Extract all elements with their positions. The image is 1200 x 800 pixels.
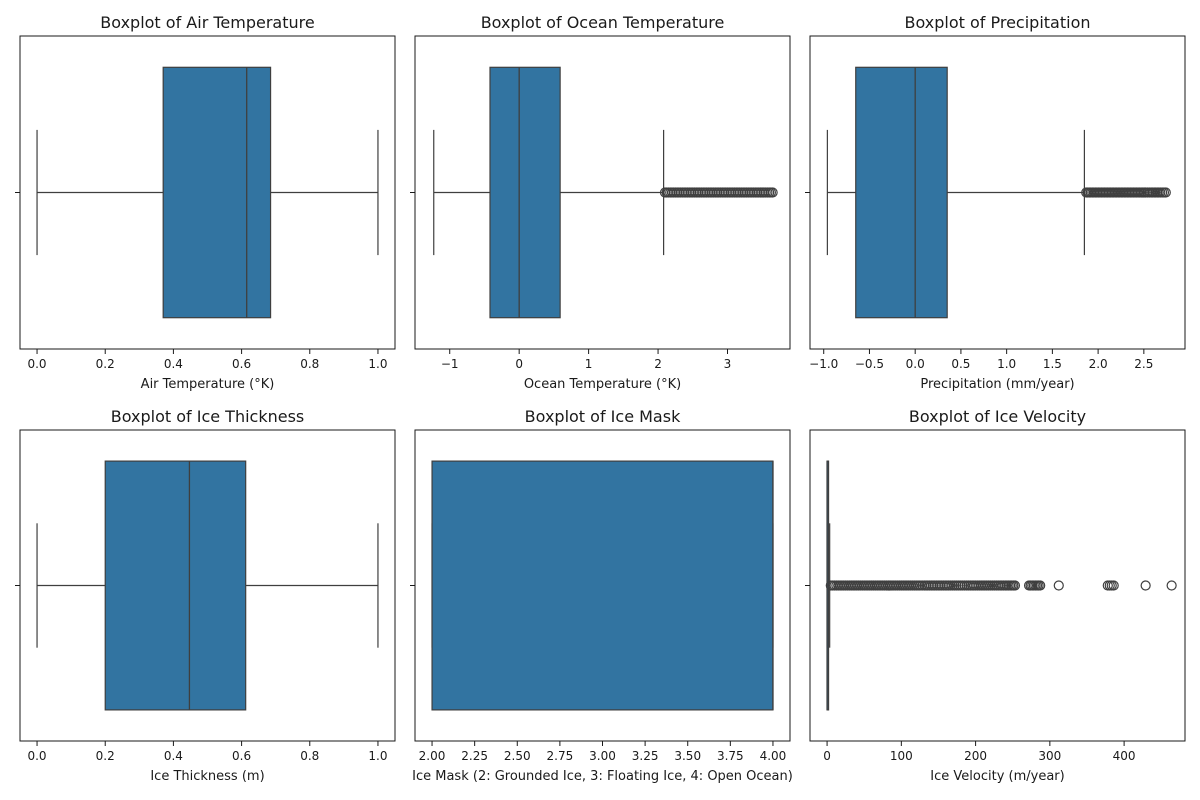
x-tick-label: −1 — [441, 357, 459, 371]
chart-title: Boxplot of Ocean Temperature — [481, 13, 725, 32]
x-tick-label: 0 — [515, 357, 523, 371]
chart-panel-3: Boxplot of Precipitation −1.0 −0.5 0.0 0.5 1.… — [805, 13, 1186, 392]
outlier-point — [767, 187, 778, 198]
x-tick-label: 2.50 — [504, 749, 531, 763]
x-tick-label: 0.6 — [232, 357, 251, 371]
x-tick-label: 2.5 — [1134, 357, 1153, 371]
x-tick-label: 1.0 — [368, 749, 387, 763]
chart-panel-5: Boxplot of Ice Mask 2.00 2.25 2.50 2.75 3.00 3… — [410, 407, 793, 784]
chart-title: Boxplot of Ice Mask — [525, 407, 681, 426]
iqr-box — [431, 460, 774, 711]
x-tick-label: 0.6 — [232, 749, 251, 763]
x-axis-label: Ice Mask (2: Grounded Ice, 3: Floating I… — [412, 769, 793, 784]
x-tick-label: 1.5 — [1043, 357, 1062, 371]
x-tick-label: 1.0 — [997, 357, 1016, 371]
chart-panel-6: Boxplot of Ice Velocity 0 100 200 300 400 Ice … — [805, 407, 1186, 784]
x-axis-label: Ice Velocity (m/year) — [930, 769, 1064, 784]
x-tick-label: 0.8 — [300, 749, 319, 763]
iqr-box — [104, 460, 247, 711]
x-tick-label: 0.5 — [951, 357, 970, 371]
iqr-box — [855, 66, 948, 319]
x-tick-label: 1 — [585, 357, 593, 371]
x-tick-label: 2 — [654, 357, 662, 371]
chart-title: Boxplot of Precipitation — [904, 13, 1090, 32]
x-axis-label: Precipitation (mm/year) — [920, 377, 1074, 392]
x-tick-label: 0 — [823, 749, 831, 763]
x-tick-label: 0.2 — [96, 357, 115, 371]
x-tick-label: −0.5 — [855, 357, 884, 371]
chart-title: Boxplot of Ice Velocity — [909, 407, 1086, 426]
x-axis-label: Ice Thickness (m) — [150, 769, 264, 784]
x-tick-label: 300 — [1038, 749, 1061, 763]
x-tick-label: 100 — [890, 749, 913, 763]
x-tick-label: 0.0 — [906, 357, 925, 371]
x-tick-label: 3.25 — [632, 749, 659, 763]
x-tick-label: 3 — [724, 357, 732, 371]
x-tick-label: 2.00 — [419, 749, 446, 763]
x-tick-label: 0.4 — [164, 357, 183, 371]
x-tick-label: 1.0 — [368, 357, 387, 371]
x-tick-label: 200 — [964, 749, 987, 763]
x-tick-label: 4.00 — [760, 749, 787, 763]
outlier-point — [1140, 580, 1151, 591]
iqr-box — [162, 66, 272, 319]
x-tick-label: 0.8 — [300, 357, 319, 371]
x-tick-label: 0.4 — [164, 749, 183, 763]
outlier-point — [1009, 580, 1021, 591]
outlier-point — [1035, 580, 1046, 591]
x-tick-label: 0.0 — [27, 357, 46, 371]
x-tick-label: 0.2 — [96, 749, 115, 763]
x-tick-label: 2.0 — [1089, 357, 1108, 371]
outlier-point — [1053, 580, 1064, 591]
outlier-point — [1166, 580, 1177, 591]
x-tick-label: −1.0 — [809, 357, 838, 371]
chart-panel-4: Boxplot of Ice Thickness 0.0 0.2 0.4 0.6 0.8 1… — [15, 407, 396, 784]
iqr-box — [489, 66, 561, 319]
chart-title: Boxplot of Ice Thickness — [111, 407, 305, 426]
chart-title: Boxplot of Air Temperature — [100, 13, 314, 32]
x-tick-label: 0.0 — [27, 749, 46, 763]
x-tick-label: 3.00 — [589, 749, 616, 763]
outlier-point — [1108, 580, 1119, 591]
x-tick-label: 2.25 — [461, 749, 488, 763]
x-tick-label: 400 — [1113, 749, 1136, 763]
x-axis-label: Ocean Temperature (°K) — [524, 377, 681, 392]
x-tick-label: 2.75 — [547, 749, 574, 763]
chart-panel-1: Boxplot of Air Temperature 0.0 0.2 0.4 0.6 0.… — [15, 13, 396, 392]
chart-panel-2: Boxplot of Ocean Temperature −1 0 1 2 3 Ocean … — [410, 13, 791, 392]
x-axis-label: Air Temperature (°K) — [141, 377, 275, 392]
outlier-point — [1160, 187, 1171, 198]
x-tick-label: 3.75 — [717, 749, 744, 763]
x-tick-label: 3.50 — [674, 749, 701, 763]
